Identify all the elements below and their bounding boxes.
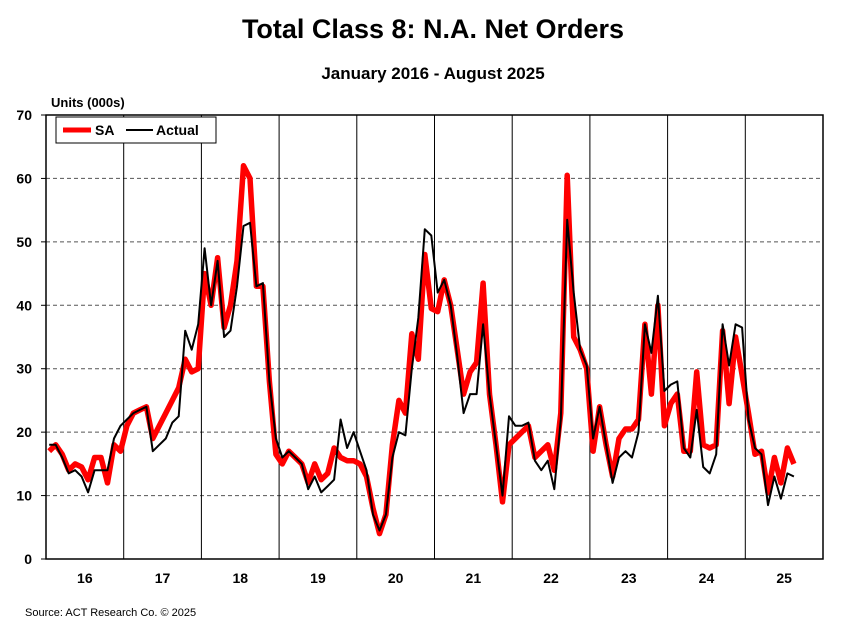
chart-title: Total Class 8: N.A. Net Orders: [242, 14, 624, 44]
y-tick-label: 20: [16, 424, 32, 440]
legend-label-sa: SA: [95, 122, 114, 138]
legend-label-actual: Actual: [156, 122, 199, 138]
y-axis-ticks: 0 10 20 30 40 50 60 70: [16, 107, 46, 567]
y-tick-label: 40: [16, 297, 32, 313]
x-tick-label: 24: [699, 570, 715, 586]
x-tick-label: 16: [77, 570, 93, 586]
x-tick-label: 17: [155, 570, 171, 586]
y-tick-label: 70: [16, 107, 32, 123]
x-tick-label: 25: [776, 570, 792, 586]
y-tick-label: 50: [16, 234, 32, 250]
x-tick-label: 23: [621, 570, 637, 586]
x-tick-label: 20: [388, 570, 404, 586]
legend: SA Actual: [56, 117, 216, 143]
x-tick-label: 22: [543, 570, 559, 586]
y-tick-label: 0: [24, 551, 32, 567]
x-tick-label: 21: [466, 570, 482, 586]
x-tick-label: 18: [232, 570, 248, 586]
series-line-sa: [49, 166, 794, 534]
x-axis-ticks: 16 17 18 19 20 21 22 23 24 25: [77, 570, 792, 586]
y-tick-label: 60: [16, 170, 32, 186]
series-lines: [49, 166, 794, 534]
series-line-actual: [49, 220, 794, 531]
gridlines: [46, 115, 823, 559]
y-axis-label: Units (000s): [51, 95, 125, 110]
source-note: Source: ACT Research Co. © 2025: [25, 607, 196, 619]
chart-subtitle: January 2016 - August 2025: [321, 64, 544, 83]
y-tick-label: 10: [16, 488, 32, 504]
y-tick-label: 30: [16, 361, 32, 377]
x-tick-label: 19: [310, 570, 326, 586]
